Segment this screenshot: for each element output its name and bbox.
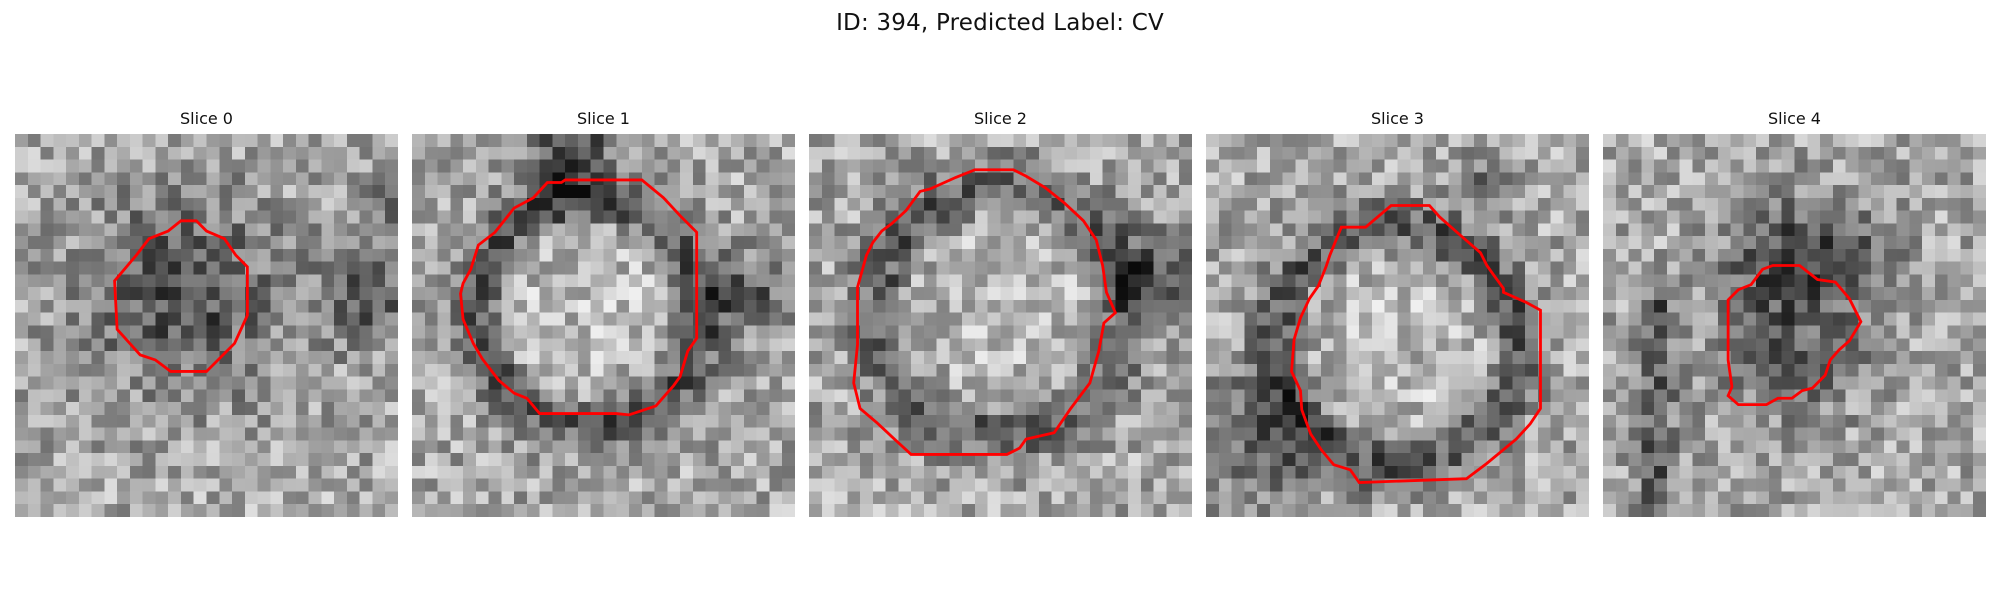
slice-panel-2: Slice 2 [809,108,1192,517]
slice-image-4 [1603,134,1986,517]
slice-image-3 [1206,134,1589,517]
slice-panel-3: Slice 3 [1206,108,1589,517]
slice-image-2 [809,134,1192,517]
pixel-texture [1603,134,1986,517]
slice-title-1: Slice 1 [577,109,630,128]
segmentation-contour [113,219,249,373]
pixel-texture [809,134,1192,517]
slice-panel-0: Slice 0 [15,108,398,517]
pixel-texture [1206,134,1589,517]
segmentation-contour [852,168,1118,456]
slice-image-1 [412,134,795,517]
slice-panel-4: Slice 4 [1603,108,1986,517]
pixel-texture [412,134,795,517]
pixel-texture [15,134,398,517]
slice-title-3: Slice 3 [1371,109,1424,128]
slice-title-2: Slice 2 [974,109,1027,128]
figure-title: ID: 394, Predicted Label: CV [836,10,1164,36]
segmentation-contour [1726,264,1863,407]
slice-image-0 [15,134,398,517]
segmentation-contour [1290,204,1542,484]
slice-panel-1: Slice 1 [412,108,795,517]
slice-title-4: Slice 4 [1768,109,1821,128]
slice-title-0: Slice 0 [180,109,233,128]
segmentation-contour [459,178,699,417]
